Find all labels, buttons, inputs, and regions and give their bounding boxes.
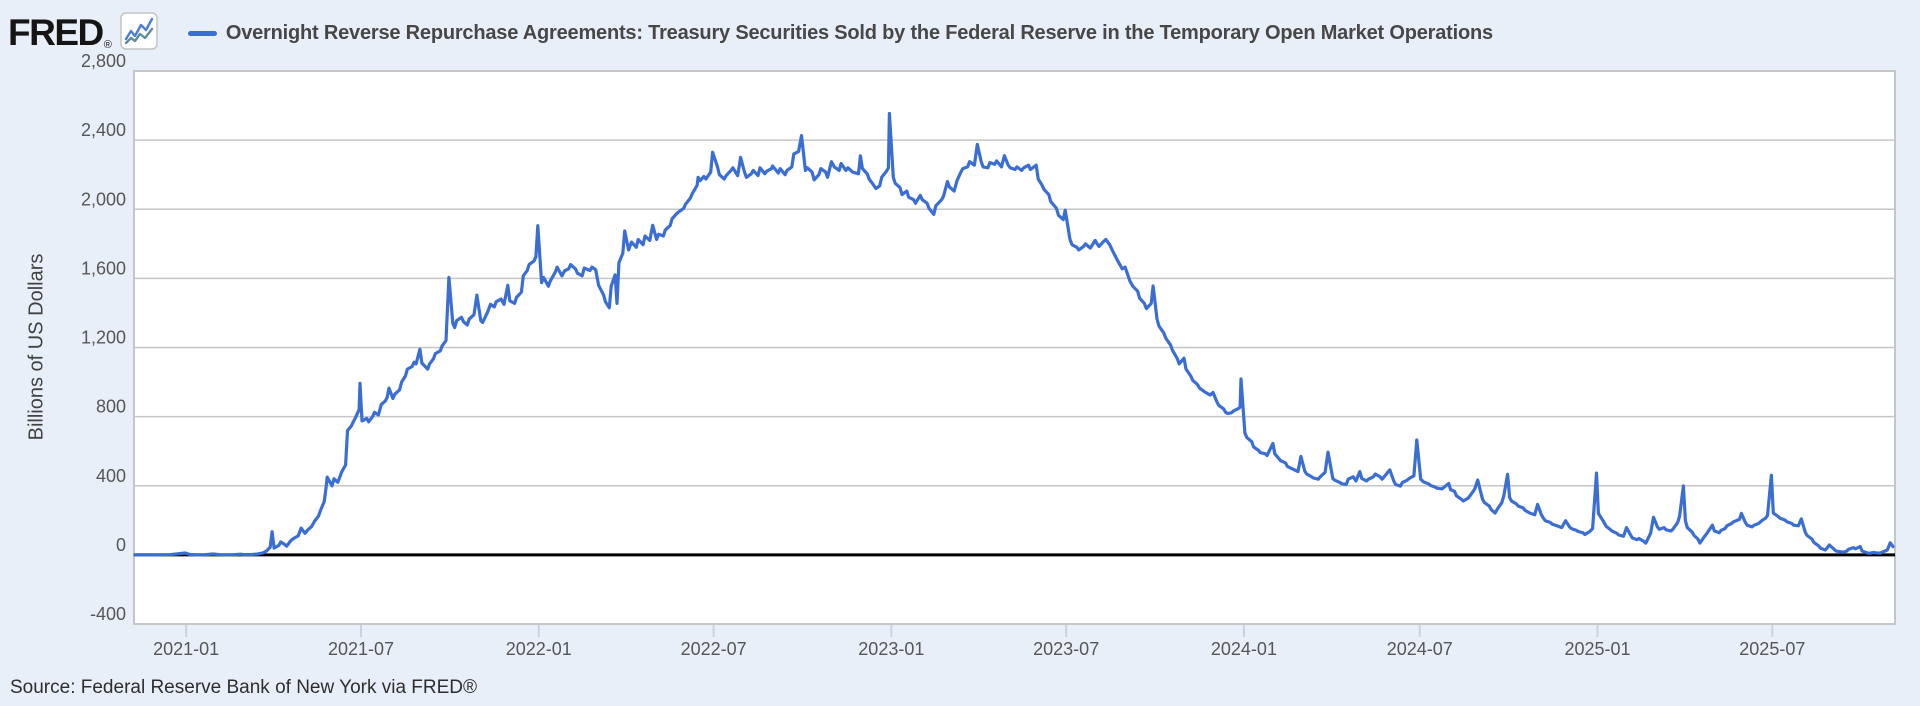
- y-axis-tick-label: 2,000: [81, 189, 126, 209]
- x-axis-tick-label: 2023-07: [1033, 639, 1099, 659]
- x-axis-tick-label: 2022-01: [506, 639, 572, 659]
- y-axis-tick-label: 0: [116, 535, 126, 555]
- y-axis-tick-label: 1,200: [81, 328, 126, 348]
- x-axis-tick-label: 2021-01: [153, 639, 219, 659]
- fred-registered-mark: ®: [103, 39, 112, 51]
- x-axis-tick-label: 2024-07: [1387, 639, 1453, 659]
- chart-header: FRED ® Overnight Reverse Repurchase Agre…: [8, 10, 1493, 56]
- x-axis-tick-label: 2024-01: [1211, 639, 1277, 659]
- x-axis-tick-label: 2025-07: [1739, 639, 1805, 659]
- x-axis-tick-label: 2025-01: [1564, 639, 1630, 659]
- chart-title: Overnight Reverse Repurchase Agreements:…: [225, 21, 1493, 44]
- fred-sparkline-icon: [120, 11, 158, 55]
- x-axis-tick-label: 2021-07: [328, 639, 394, 659]
- x-axis-tick-label: 2023-01: [858, 639, 924, 659]
- fred-logo: FRED: [8, 12, 104, 53]
- x-axis-tick-label: 2022-07: [681, 639, 747, 659]
- y-axis-tick-label: -400: [90, 604, 126, 624]
- y-axis-tick-label: 400: [96, 466, 126, 486]
- y-axis-tick-label: 2,400: [81, 120, 126, 140]
- y-axis-tick-label: 2,800: [81, 51, 126, 71]
- series-line[interactable]: [133, 111, 1895, 557]
- source-attribution: Source: Federal Reserve Bank of New York…: [10, 677, 478, 698]
- y-axis-tick-label: 1,600: [81, 258, 126, 278]
- y-axis-tick-label: 800: [96, 397, 126, 417]
- legend-line-swatch: [187, 30, 217, 36]
